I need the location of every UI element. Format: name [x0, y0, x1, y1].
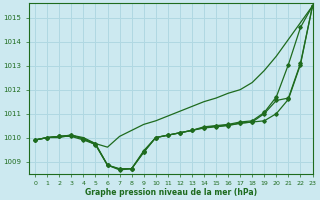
- X-axis label: Graphe pression niveau de la mer (hPa): Graphe pression niveau de la mer (hPa): [85, 188, 257, 197]
